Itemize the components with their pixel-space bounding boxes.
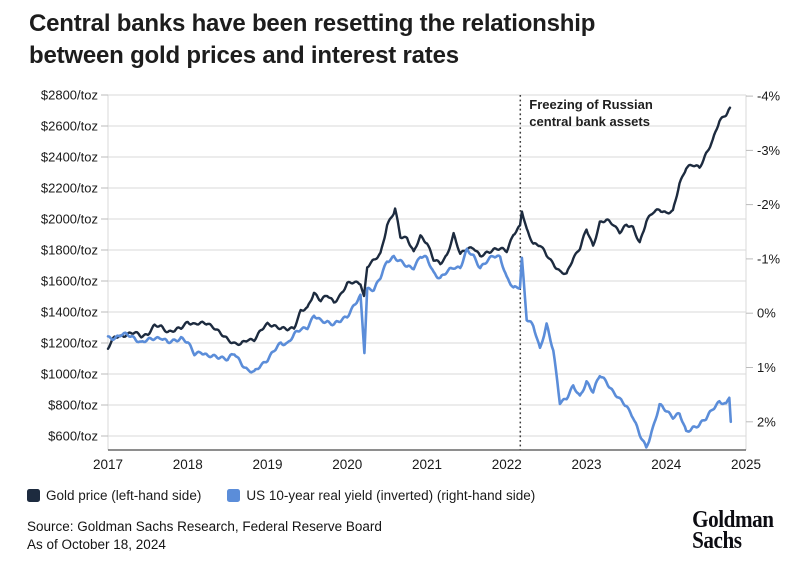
real-yield-line <box>106 247 733 449</box>
x-axis-tick-label: 2020 <box>332 457 362 472</box>
legend-item-gold-price: Gold price (left-hand side) <box>27 488 201 503</box>
x-axis-tick-label: 2023 <box>571 457 601 472</box>
source-note: Source: Goldman Sachs Research, Federal … <box>27 518 382 553</box>
y-axis-right-tick-label: -4% <box>757 89 781 104</box>
x-axis-tick-label: 2022 <box>492 457 522 472</box>
annotation-line-2: central bank assets <box>529 114 650 129</box>
y-axis-left-tick-label: $1600/toz <box>41 274 98 289</box>
y-axis-left-tick-label: $600/toz <box>48 429 98 444</box>
y-axis-right-tick-label: -2% <box>757 197 781 212</box>
annotation-line-1: Freezing of Russian <box>529 97 653 112</box>
y-axis-left-tick-label: $2800/toz <box>41 88 98 103</box>
y-axis-left-tick-label: $1000/toz <box>41 367 98 382</box>
as-of-date: As of October 18, 2024 <box>27 536 166 552</box>
y-axis-right-tick-label: -3% <box>757 143 781 158</box>
gold-price-line <box>106 106 732 350</box>
gold-price-swatch-icon <box>27 489 40 502</box>
source-line: Source: Goldman Sachs Research, Federal … <box>27 519 382 534</box>
y-axis-left-tick-label: $2600/toz <box>41 119 98 134</box>
x-axis-tick-label: 2018 <box>173 457 203 472</box>
chart-title-line-2: between gold prices and interest rates <box>29 41 459 69</box>
y-axis-right-tick-label: -1% <box>757 251 781 266</box>
y-axis-left-tick-label: $1400/toz <box>41 305 98 320</box>
legend-label-real-yield: US 10-year real yield (inverted) (right-… <box>246 488 536 503</box>
x-axis-tick-label: 2021 <box>412 457 442 472</box>
logo-line-1: Goldman <box>692 507 775 533</box>
y-axis-right-tick-label: 2% <box>757 414 776 429</box>
chart-canvas: $2800/toz $2600/toz $2400/toz $2200/toz $200… <box>41 88 781 473</box>
y-axis-right-tick-label: 1% <box>757 360 776 375</box>
y-axis-left-tick-label: $1800/toz <box>41 243 98 258</box>
y-axis-left-tick-label: $1200/toz <box>41 336 98 351</box>
y-axis-left-tick-label: $2000/toz <box>41 212 98 227</box>
legend-label-gold-price: Gold price (left-hand side) <box>46 488 202 503</box>
x-axis-tick-label: 2025 <box>731 457 761 472</box>
y-axis-left-tick-label: $2200/toz <box>41 181 98 196</box>
goldman-sachs-logo: Goldman Sachs <box>692 507 775 555</box>
chart-title-line-1: Central banks have been resetting the re… <box>29 10 596 37</box>
real-yield-swatch-icon <box>227 489 241 502</box>
y-axis-right-tick-label: 0% <box>757 306 776 321</box>
legend-item-real-yield: US 10-year real yield (inverted) (right-… <box>227 488 535 503</box>
x-axis-tick-label: 2017 <box>93 457 123 472</box>
y-axis-left-tick-label: $2400/toz <box>41 150 98 165</box>
x-axis-tick-label: 2019 <box>252 457 282 472</box>
x-axis-tick-label: 2024 <box>651 457 682 472</box>
y-axis-left-tick-label: $800/toz <box>48 398 98 413</box>
chart-title: Central banks have been resetting the re… <box>29 8 779 72</box>
logo-line-2: Sachs <box>692 528 743 555</box>
chart-legend: Gold price (left-hand side) US 10-year r… <box>27 488 535 503</box>
